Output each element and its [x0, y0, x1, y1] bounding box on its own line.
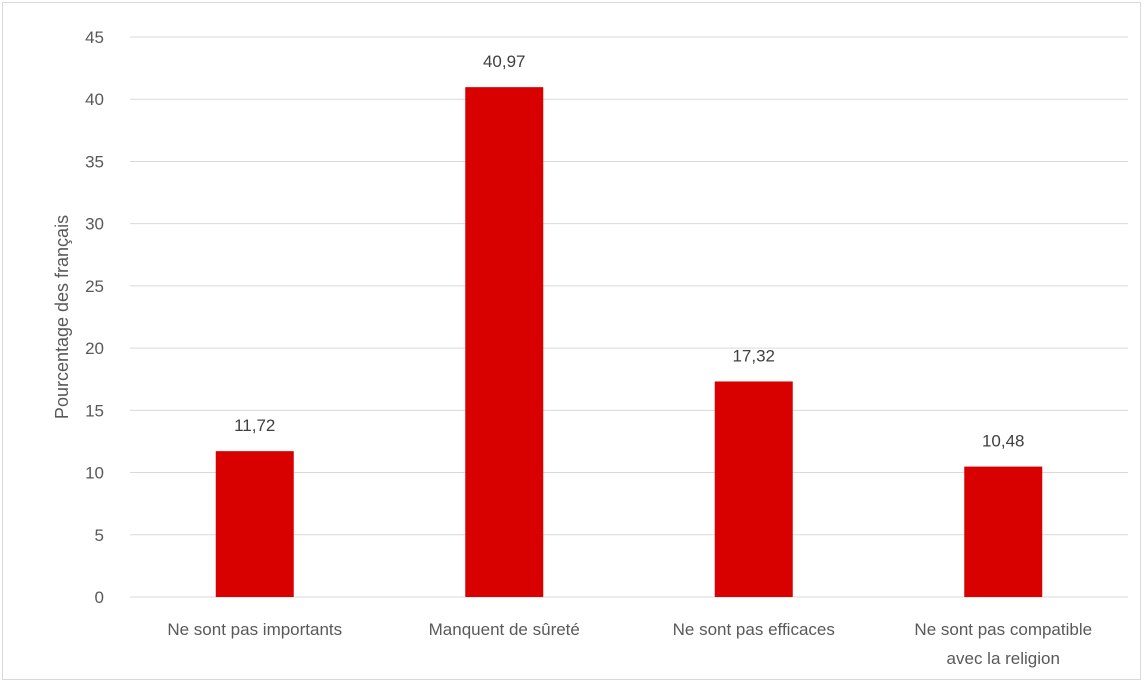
x-category-label-line: Manquent de sûreté — [429, 620, 580, 639]
y-tick-label: 45 — [85, 28, 104, 47]
bars — [215, 87, 1043, 597]
y-axis-title: Pourcentage des français — [52, 215, 72, 419]
bar — [465, 87, 544, 597]
y-tick-label: 40 — [85, 90, 104, 109]
x-category-label: Ne sont pas compatible avec la religion — [914, 620, 1092, 668]
y-axis-ticks: 0 5 10 15 20 25 30 35 40 45 — [85, 28, 104, 607]
y-tick-label: 35 — [85, 152, 104, 171]
data-label: 10,48 — [982, 432, 1025, 451]
x-axis-categories: Ne sont pas importants Manquent de sûreté… — [167, 620, 1092, 668]
x-category-label-line: Ne sont pas efficaces — [673, 620, 835, 639]
y-tick-label: 30 — [85, 215, 104, 234]
bar — [714, 381, 793, 597]
data-label: 11,72 — [234, 416, 275, 435]
gridlines — [130, 36, 1128, 598]
y-tick-label: 5 — [95, 526, 104, 545]
y-tick-label: 10 — [85, 464, 104, 483]
data-labels: 11,72 40,97 17,32 10,48 — [234, 52, 1024, 450]
x-category-label-line: Ne sont pas importants — [167, 620, 342, 639]
y-tick-label: 15 — [85, 401, 104, 420]
data-label: 40,97 — [483, 52, 526, 71]
y-tick-label: 0 — [95, 588, 104, 607]
x-category-label: Ne sont pas importants — [167, 620, 342, 639]
x-category-label-line: Ne sont pas compatible — [914, 620, 1092, 639]
x-category-label: Manquent de sûreté — [429, 620, 580, 639]
bar — [215, 451, 294, 597]
data-label: 17,32 — [732, 346, 775, 365]
x-category-label: Ne sont pas efficaces — [673, 620, 835, 639]
x-category-label-line: avec la religion — [947, 649, 1060, 668]
y-tick-label: 20 — [85, 339, 104, 358]
y-tick-label: 25 — [85, 277, 104, 296]
bar — [964, 466, 1043, 597]
